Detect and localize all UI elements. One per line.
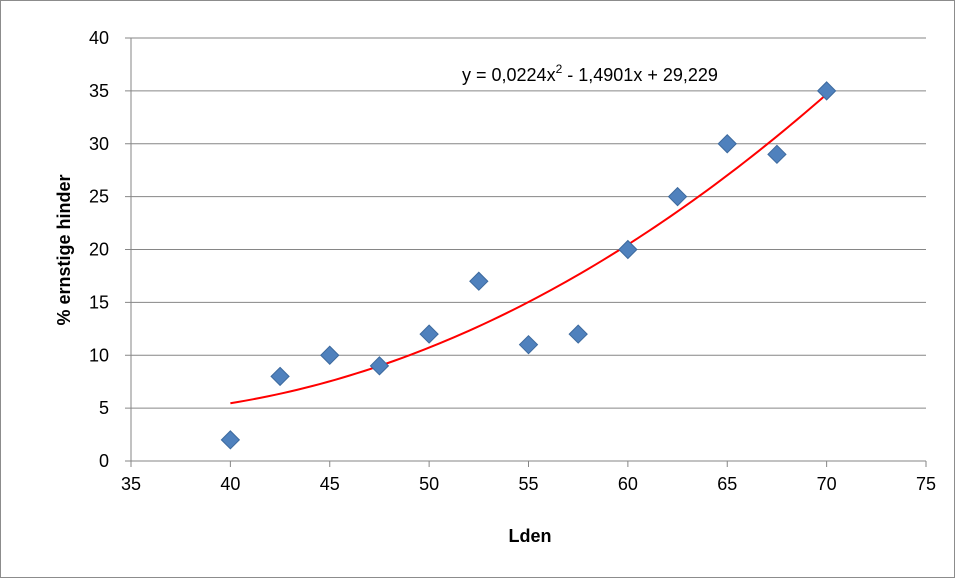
y-tick-label: 15	[89, 292, 109, 312]
data-point	[816, 81, 837, 101]
x-tick-label: 55	[518, 474, 538, 494]
x-tick-label: 75	[916, 474, 936, 494]
trendline-equation: y = 0,0224x2 - 1,4901x + 29,229	[462, 62, 718, 85]
data-points	[220, 81, 837, 450]
data-point	[369, 356, 390, 376]
equation-suffix: - 1,4901x + 29,229	[562, 65, 718, 85]
data-point	[270, 366, 290, 387]
y-tick-label: 10	[89, 345, 109, 365]
y-tick-label: 5	[99, 398, 109, 418]
data-point	[568, 324, 588, 344]
x-tick-label: 60	[618, 474, 638, 494]
equation-exponent: 2	[556, 62, 563, 76]
data-point	[518, 334, 539, 355]
trendline	[230, 93, 828, 405]
x-tick-label: 45	[320, 474, 340, 494]
x-tick-label: 35	[121, 474, 141, 494]
data-point	[618, 239, 638, 260]
y-tick-label: 0	[99, 451, 109, 471]
data-point	[469, 271, 489, 291]
x-tick-label: 40	[220, 474, 240, 494]
data-point	[419, 324, 439, 344]
x-axis-title: Lden	[509, 526, 552, 546]
y-tick-label: 25	[89, 187, 109, 207]
tick-labels: 0 5 10 15 20 25 30 35 40 35 40 45 50 55 60 65 70 75	[89, 28, 936, 494]
data-point	[667, 186, 688, 207]
y-axis-title: % ernstige hinder	[54, 174, 74, 325]
y-tick-label: 40	[89, 28, 109, 48]
y-tick-label: 35	[89, 81, 109, 101]
equation-prefix: y = 0,0224x	[462, 65, 556, 85]
data-point	[220, 430, 241, 450]
axes	[125, 37, 927, 467]
data-point	[320, 345, 340, 365]
data-point	[767, 144, 787, 165]
y-tick-label: 20	[89, 240, 109, 260]
x-tick-label: 50	[419, 474, 439, 494]
x-tick-label: 70	[817, 474, 837, 494]
data-point	[717, 134, 737, 154]
y-tick-label: 30	[89, 134, 109, 154]
x-tick-label: 65	[717, 474, 737, 494]
